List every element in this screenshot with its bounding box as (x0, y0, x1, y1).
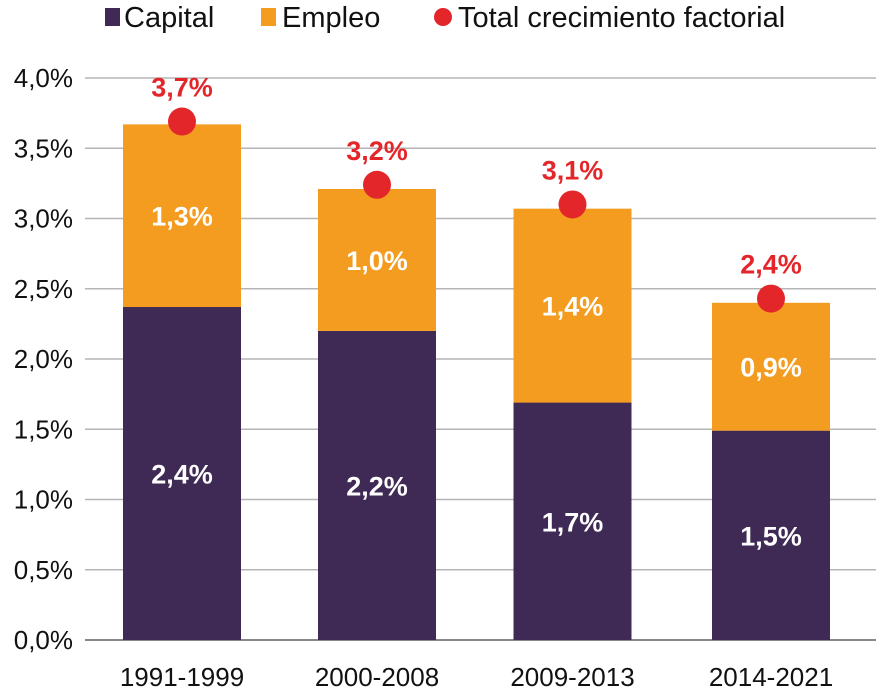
legend-label-capital: Capital (124, 2, 214, 34)
data-label-empleo: 1,0% (346, 246, 408, 276)
legend-label-total: Total crecimiento factorial (458, 2, 785, 34)
y-tick-label: 3,5% (14, 133, 73, 163)
data-label-capital: 2,2% (346, 471, 408, 501)
x-axis-ticks: 1991-1999 2000-2008 2009-2013 2014-2021 (120, 662, 833, 692)
y-tick-label: 0,0% (14, 625, 73, 655)
bar-empleo (513, 208, 632, 403)
total-point (558, 190, 587, 219)
y-tick-label: 4,0% (14, 63, 73, 93)
legend-label-empleo: Empleo (282, 2, 380, 34)
total-point (757, 284, 785, 313)
total-point (168, 107, 196, 136)
x-tick-label: 2014-2021 (709, 662, 833, 692)
x-tick-label: 1991-1999 (120, 662, 244, 692)
total-label: 3,2% (346, 136, 408, 166)
y-tick-label: 1,0% (14, 485, 73, 515)
data-label-capital: 1,7% (542, 507, 604, 537)
x-tick-label: 2000-2008 (315, 662, 439, 692)
bar-empleo (712, 302, 830, 431)
y-tick-label: 2,5% (14, 274, 73, 304)
bar-empleo (318, 188, 436, 331)
data-label-empleo: 1,3% (151, 202, 213, 232)
data-label-empleo: 1,4% (542, 292, 604, 322)
bar-capital (123, 307, 241, 640)
legend-swatch-capital (105, 8, 120, 26)
y-tick-label: 3,0% (14, 204, 73, 234)
total-label: 3,7% (151, 73, 213, 103)
y-tick-label: 1,5% (14, 414, 73, 444)
legend-swatch-empleo (261, 8, 276, 26)
y-tick-label: 2,0% (14, 344, 73, 374)
bar-capital (318, 330, 436, 640)
data-label-empleo: 0,9% (740, 353, 802, 383)
data-label-capital: 2,4% (151, 460, 213, 490)
bar-capital (712, 430, 830, 640)
y-tick-label: 0,5% (14, 555, 73, 585)
total-point (363, 170, 391, 199)
x-tick-label: 2009-2013 (510, 662, 634, 692)
y-axis-ticks: 0,0% 0,5% 1,0% 1,5% 2,0% 2,5% 3,0% 3,5% 4,0% (14, 63, 73, 655)
total-label: 2,4% (740, 250, 802, 280)
data-label-capital: 1,5% (740, 521, 802, 551)
total-label: 3,1% (542, 155, 604, 185)
bars: 2,4% 1,3% 3,7% 2,2% 1,0% 3,2% 1,7% 1,4% 3,1% 1,5%… (123, 73, 830, 640)
legend: Capital Empleo Total crecimiento factori… (105, 2, 785, 34)
bar-capital (513, 402, 632, 640)
legend-marker-total (434, 8, 452, 26)
bar-empleo (123, 124, 241, 308)
